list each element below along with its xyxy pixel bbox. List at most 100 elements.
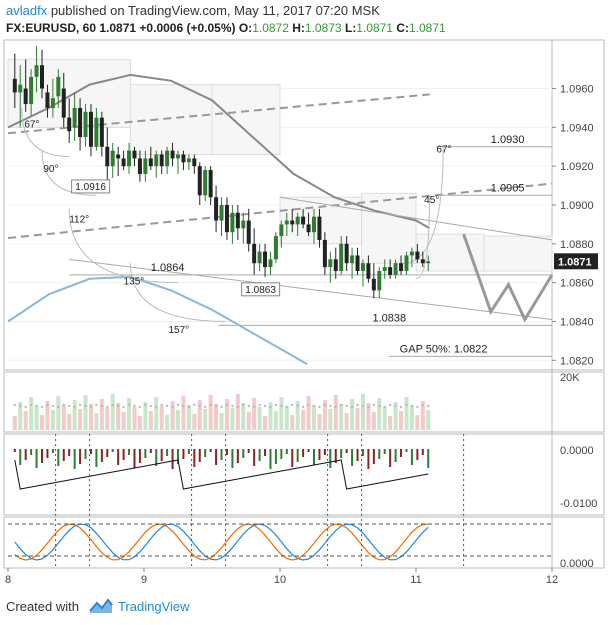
volume-bar — [208, 395, 213, 430]
volume-ma-dot — [187, 405, 191, 409]
publish-line: avladfx published on TradingView.com, Ma… — [6, 3, 380, 18]
volume-ma-dot — [372, 403, 376, 407]
candle-body — [344, 243, 349, 264]
candle-body — [415, 251, 420, 260]
candle-body — [208, 170, 213, 198]
histogram-bar — [95, 449, 98, 467]
volume-bar — [40, 415, 44, 430]
tradingview-brand-link[interactable]: TradingView — [118, 599, 190, 614]
volume-ma-dot — [263, 404, 267, 408]
candle-body — [230, 212, 235, 233]
volume-bar — [306, 396, 311, 430]
candle-body — [388, 267, 393, 275]
volume-ma-dot — [133, 404, 136, 408]
candle-body — [306, 224, 311, 233]
volume-ma-dot — [350, 405, 354, 409]
level-label: 1.0905 — [491, 182, 525, 194]
volume-bar — [371, 412, 376, 430]
volume-bar — [322, 400, 327, 430]
volume-bar — [127, 398, 132, 430]
candle-body — [88, 111, 93, 147]
time-axis[interactable]: 8 9 10 11 12 — [5, 568, 558, 586]
pane-frame — [3, 433, 605, 516]
volume-bar — [388, 416, 393, 430]
candle-body — [214, 197, 219, 221]
volume-bar — [284, 406, 289, 430]
gann-box — [211, 84, 281, 156]
histogram-bar — [313, 449, 315, 465]
pane-frames — [3, 39, 605, 569]
callout-box — [241, 282, 281, 297]
volume-ma-dot — [356, 403, 359, 407]
current-price-tag — [554, 253, 598, 270]
volume-ma-dot — [62, 403, 65, 407]
footer: Created with TradingView — [0, 592, 611, 625]
histogram-bar — [215, 449, 218, 465]
gann-boxes — [7, 58, 553, 272]
candle-body — [110, 150, 115, 167]
volume-ma-dot — [84, 404, 87, 408]
gann-box — [129, 84, 213, 156]
volume-bar — [339, 404, 344, 430]
volume-bar — [219, 413, 224, 430]
candle-body — [148, 158, 153, 167]
candle-body — [61, 88, 66, 118]
volume-bar — [404, 397, 409, 430]
volume-ma-dot — [100, 404, 104, 408]
volume-bar — [268, 402, 273, 430]
volume-bar — [29, 397, 34, 430]
histogram-bar — [57, 449, 60, 466]
volume-ma-dot — [149, 404, 152, 408]
angle-label: 90° — [43, 164, 58, 175]
volume-bar — [420, 401, 425, 430]
oscillator-tick-label: -0.0100 — [560, 498, 597, 510]
created-with-text: Created with — [6, 599, 79, 614]
candle-body — [197, 166, 202, 196]
pane-frame — [3, 371, 605, 433]
candle-body — [409, 251, 414, 256]
histogram-bar — [242, 449, 245, 458]
candle-body — [257, 251, 262, 264]
volume-ma-dot — [323, 403, 327, 407]
volume-ma-dot — [334, 405, 337, 409]
candle-series — [12, 45, 431, 299]
price-axis[interactable]: 1.0820 1.0840 1.0860 1.0880 1.0900 1.0920 1.09… — [552, 84, 598, 368]
histogram-bar — [182, 449, 185, 459]
price-tick-label: 1.0920 — [560, 161, 594, 173]
candle-body — [246, 220, 251, 244]
candle-body — [176, 154, 180, 159]
volume-axis-label: 20K — [560, 372, 580, 384]
histogram-bar — [46, 449, 49, 458]
volume-bar — [279, 397, 284, 430]
chart-area[interactable]: 1.0930 1.0905 1.0864 1.0838 GAP 50%: 1.0822 1… — [0, 0, 611, 592]
volume-ma-dot — [301, 405, 305, 409]
histogram-bar — [13, 449, 16, 452]
volume-bar — [23, 411, 28, 430]
volume-ma-dot — [307, 403, 310, 407]
volume-bar — [344, 413, 349, 430]
histogram-bar — [285, 449, 288, 454]
histogram-bar — [204, 449, 207, 457]
histogram-bar — [193, 449, 196, 467]
candle-body — [18, 84, 23, 93]
author-link[interactable]: avladfx — [6, 3, 48, 18]
gann-arc — [41, 150, 97, 196]
callout-label: 1.0863 — [245, 285, 276, 296]
volume-ma-dot — [29, 403, 33, 407]
histogram-bar — [367, 449, 370, 469]
histogram-bar — [41, 449, 43, 463]
volume-ma-dot — [361, 404, 365, 408]
histogram-bar — [198, 449, 201, 462]
histogram-bar — [427, 449, 430, 468]
tradingview-logo-icon[interactable] — [88, 597, 114, 617]
histogram-bar — [264, 449, 267, 456]
volume-bar — [148, 411, 153, 430]
volume-ma-dot — [367, 405, 370, 409]
candle-body — [154, 154, 159, 167]
histogram-bar — [361, 449, 364, 456]
candle-body — [404, 255, 409, 271]
volume-bar — [393, 402, 398, 430]
stochastic-line — [14, 523, 429, 561]
volume-ma-dot — [209, 403, 212, 407]
candle-body — [165, 150, 170, 167]
